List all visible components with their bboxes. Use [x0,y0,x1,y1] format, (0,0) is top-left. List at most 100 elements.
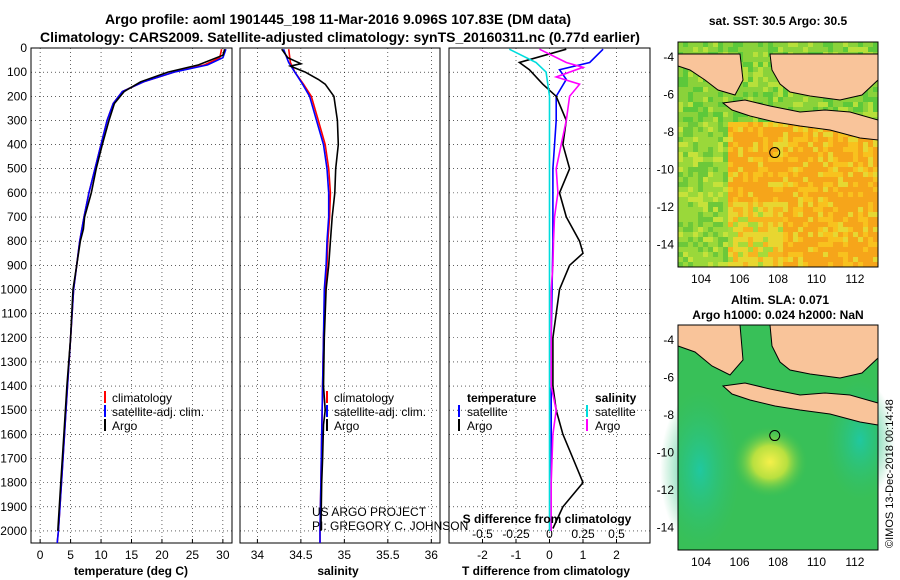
sst-cell [863,162,869,168]
sst-cell [778,257,784,263]
sst-cell [743,172,749,178]
sla-field-cyan-west [660,390,740,550]
sst-cell [728,47,734,53]
sst-cell [833,187,839,193]
depth-tick-label: 800 [7,234,27,248]
pi-label: PI: GREGORY C. JOHNSON [312,519,468,533]
sst-cell [753,212,759,218]
sst-cell [678,237,684,243]
sst-cell [718,257,724,263]
sst-cell [703,262,709,268]
sst-cell [708,147,714,153]
sst-cell [718,157,724,163]
sst-cell [828,107,834,113]
sst-cell [813,207,819,213]
sst-cell [778,47,784,53]
sst-cell [723,112,729,118]
sst-cell [753,217,759,223]
sst-cell [683,122,689,128]
sst-cell [823,47,829,53]
sst-cell [823,262,829,268]
sst-cell [678,152,684,158]
sst-cell [758,62,764,68]
sst-cell [723,262,729,268]
sst-cell [813,102,819,108]
x-secondary-tick-label: 0.5 [608,527,625,541]
sst-cell [858,217,864,223]
sst-cell [728,117,734,123]
sst-cell [838,202,844,208]
sst-cell [838,177,844,183]
depth-tick-label: 900 [7,258,27,272]
sst-cell [773,127,779,133]
sst-cell [738,242,744,248]
sst-cell [868,257,874,263]
sst-cell [843,257,849,263]
sst-cell [818,247,824,253]
sst-cell [828,157,834,163]
sst-cell [863,232,869,238]
sst-cell [808,192,814,198]
x-tick-label: 25 [186,548,200,562]
sst-cell [788,152,794,158]
sst-cell [803,142,809,148]
sst-cell [788,157,794,163]
sst-cell [788,197,794,203]
sst-cell [783,152,789,158]
sst-cell [763,192,769,198]
sst-cell [813,107,819,113]
sst-cell [858,232,864,238]
sst-cell [718,217,724,223]
sst-cell [693,132,699,138]
sst-cell [868,157,874,163]
sst-cell [813,237,819,243]
sst-cell [763,237,769,243]
sst-cell [708,112,714,118]
sst-cell [758,212,764,218]
sst-cell [763,87,769,93]
sst-cell [858,197,864,203]
sst-cell [798,172,804,178]
series-line-satellite-adj-clim- [282,48,330,543]
sst-cell [843,142,849,148]
sst-cell [788,42,794,48]
sst-cell [798,262,804,268]
sst-cell [798,142,804,148]
sst-cell [763,207,769,213]
sst-cell [728,192,734,198]
sst-cell [688,47,694,53]
sst-cell [778,212,784,218]
sst-cell [858,137,864,143]
sst-cell [808,107,814,113]
sst-cell [738,47,744,53]
sst-cell [708,212,714,218]
sst-cell [783,157,789,163]
sst-cell [743,57,749,63]
x-tick-label: 10 [94,548,108,562]
sst-cell [678,252,684,258]
sst-cell [793,132,799,138]
sst-cell [698,237,704,243]
sst-cell [708,222,714,228]
sst-cell [843,137,849,143]
sst-cell [758,227,764,233]
sst-cell [703,252,709,258]
sst-cell [763,212,769,218]
sst-cell [748,167,754,173]
sst-cell [698,257,704,263]
map-y-tick-label: -10 [657,446,675,460]
sst-cell [808,212,814,218]
sst-cell [808,217,814,223]
sst-cell [693,107,699,113]
sst-cell [848,222,854,228]
sst-cell [733,142,739,148]
sst-cell [753,262,759,268]
sst-cell [868,242,874,248]
sla-argo-marker [769,430,781,442]
depth-tick-label: 1100 [1,307,27,321]
sst-cell [688,142,694,148]
sst-cell [813,257,819,263]
sst-cell [723,162,729,168]
sst-cell [718,232,724,238]
sst-cell [768,182,774,188]
